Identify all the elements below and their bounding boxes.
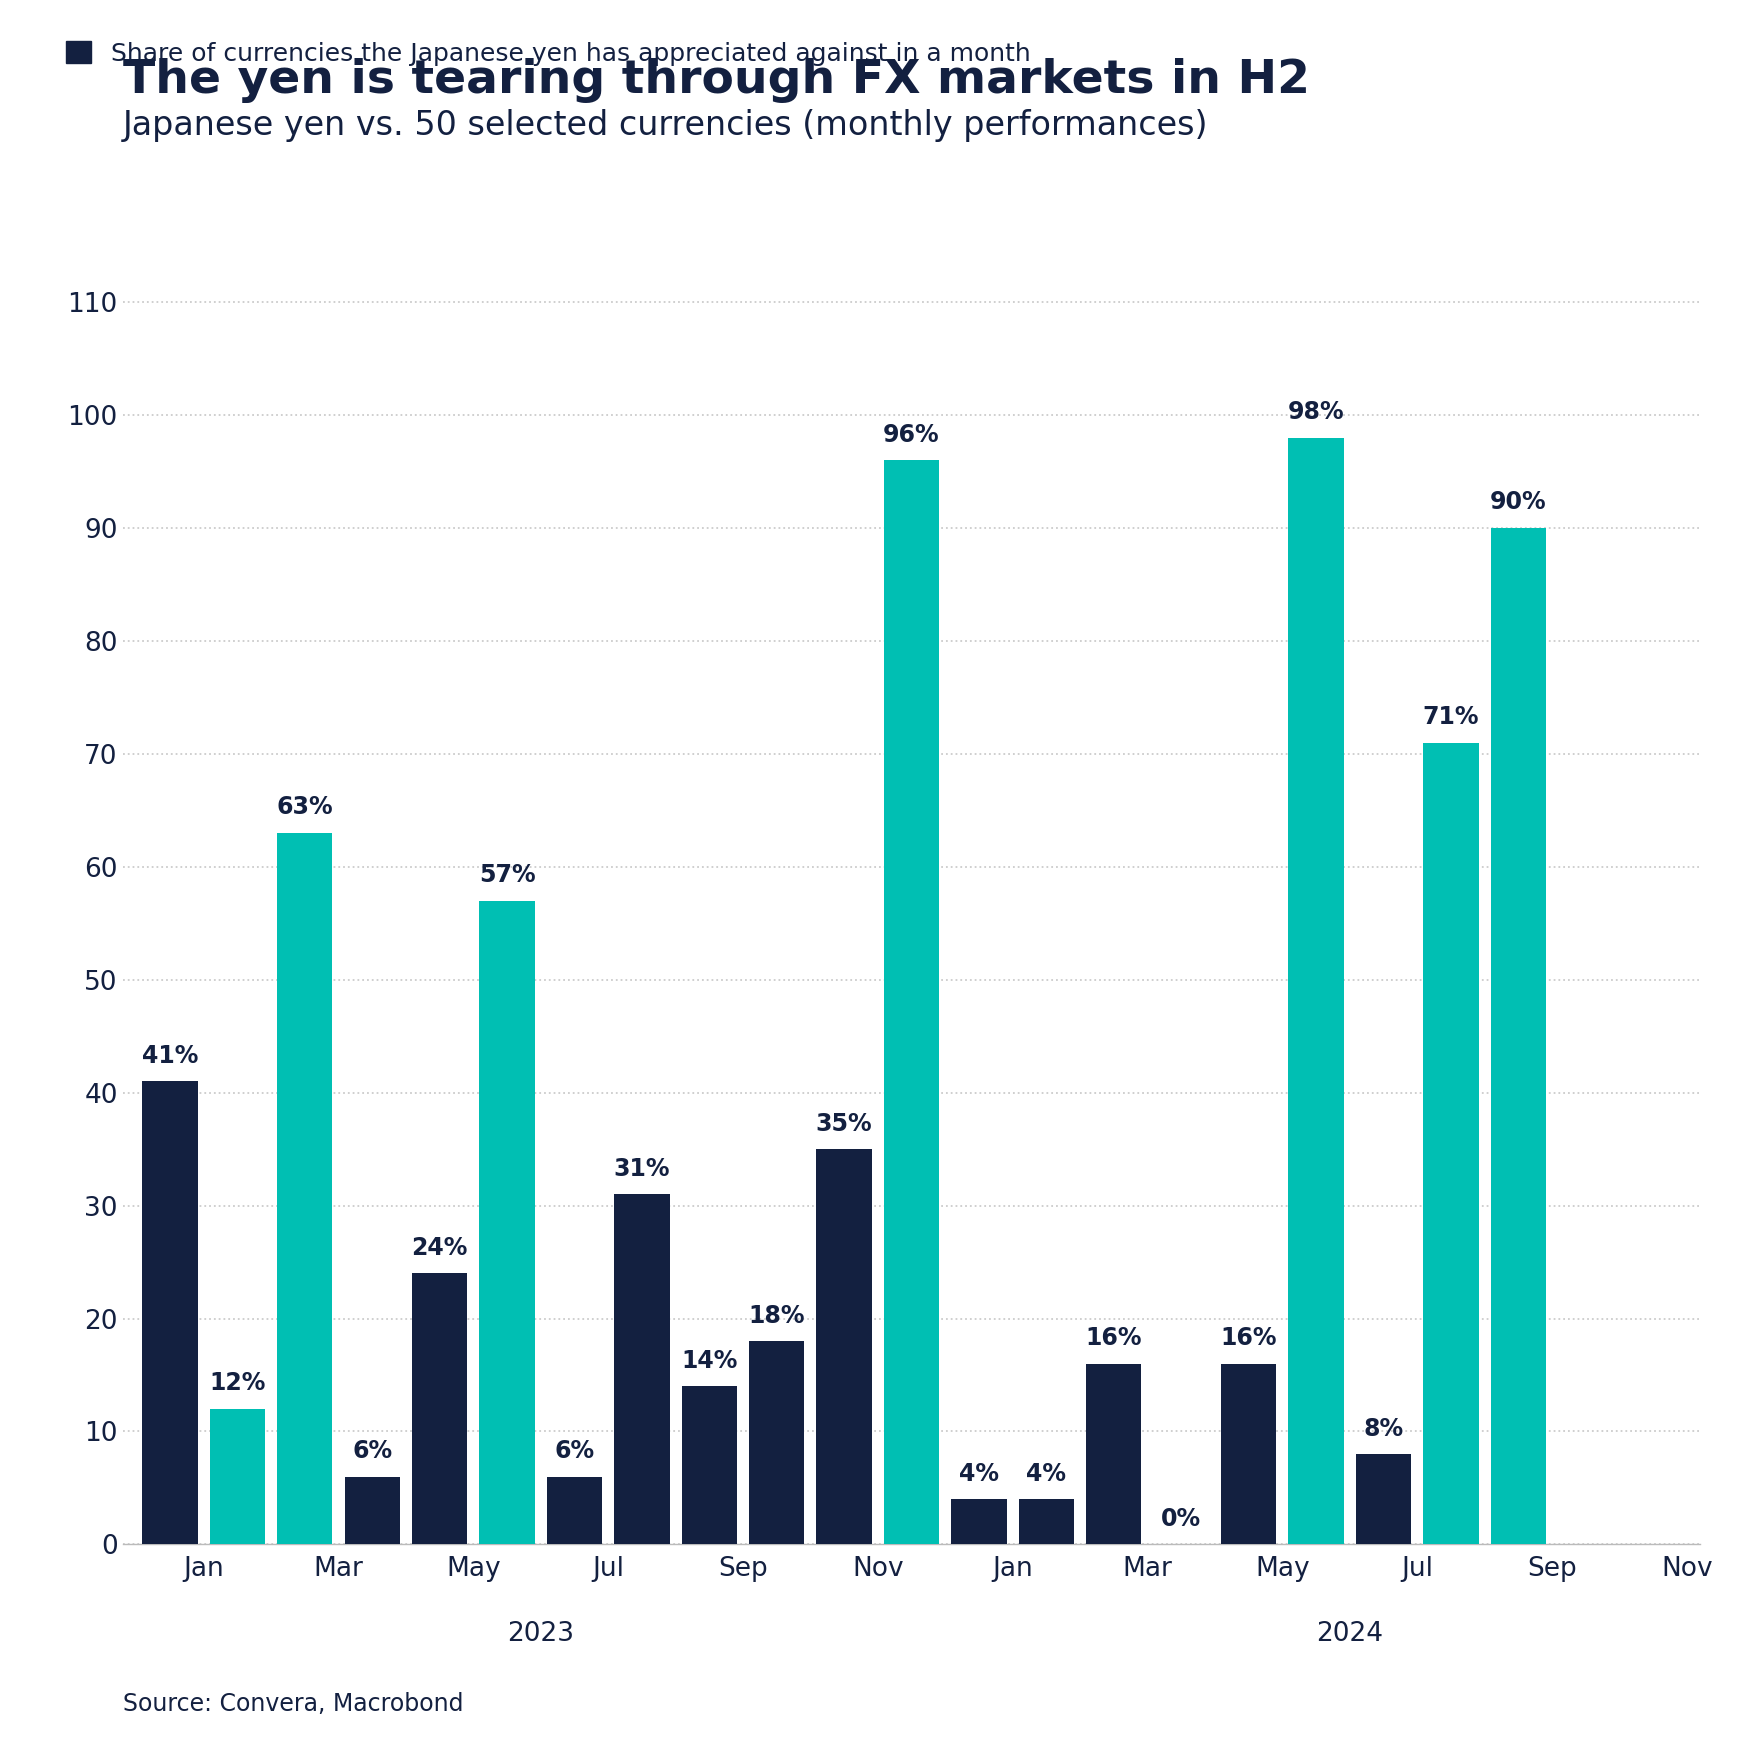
Bar xyxy=(749,1341,805,1544)
Text: 8%: 8% xyxy=(1364,1416,1404,1441)
Bar xyxy=(817,1150,871,1544)
Bar xyxy=(614,1195,670,1544)
Bar xyxy=(1288,437,1345,1544)
Bar xyxy=(1018,1499,1075,1544)
Bar xyxy=(479,900,535,1544)
Text: 24%: 24% xyxy=(412,1236,468,1260)
Bar xyxy=(1087,1364,1141,1544)
Text: 16%: 16% xyxy=(1085,1327,1141,1350)
Text: 35%: 35% xyxy=(815,1111,873,1135)
Text: 71%: 71% xyxy=(1423,706,1480,728)
Bar xyxy=(1423,742,1478,1544)
Bar xyxy=(952,1499,1006,1544)
Text: 14%: 14% xyxy=(682,1350,738,1372)
Text: 63%: 63% xyxy=(277,795,333,820)
Bar xyxy=(1222,1364,1276,1544)
Text: 6%: 6% xyxy=(352,1439,393,1464)
Legend: Share of currencies the Japanese yen has appreciated against in a month: Share of currencies the Japanese yen has… xyxy=(56,32,1041,75)
Text: 41%: 41% xyxy=(142,1044,198,1067)
Bar xyxy=(412,1274,468,1544)
Text: 18%: 18% xyxy=(749,1304,805,1327)
Text: 57%: 57% xyxy=(479,863,535,886)
Text: Japanese yen vs. 50 selected currencies (monthly performances): Japanese yen vs. 50 selected currencies … xyxy=(123,109,1208,142)
Bar xyxy=(884,460,940,1544)
Text: 98%: 98% xyxy=(1288,400,1345,425)
Text: 4%: 4% xyxy=(1027,1462,1066,1486)
Text: 0%: 0% xyxy=(1160,1508,1201,1530)
Text: 4%: 4% xyxy=(959,1462,999,1486)
Bar xyxy=(1355,1455,1411,1544)
Bar xyxy=(345,1476,400,1544)
Text: 2024: 2024 xyxy=(1317,1622,1383,1646)
Text: 12%: 12% xyxy=(209,1371,265,1395)
Text: 31%: 31% xyxy=(614,1157,670,1181)
Bar xyxy=(142,1081,198,1544)
Bar xyxy=(547,1476,601,1544)
Bar xyxy=(682,1386,736,1544)
Bar xyxy=(277,834,333,1544)
Text: 96%: 96% xyxy=(884,423,940,448)
Text: 6%: 6% xyxy=(554,1439,594,1464)
Text: 16%: 16% xyxy=(1220,1327,1276,1350)
Text: The yen is tearing through FX markets in H2: The yen is tearing through FX markets in… xyxy=(123,58,1309,104)
Text: Source: Convera, Macrobond: Source: Convera, Macrobond xyxy=(123,1692,463,1716)
Bar xyxy=(1490,528,1546,1544)
Text: 2023: 2023 xyxy=(507,1622,575,1646)
Bar xyxy=(210,1409,265,1544)
Text: 90%: 90% xyxy=(1490,490,1546,514)
